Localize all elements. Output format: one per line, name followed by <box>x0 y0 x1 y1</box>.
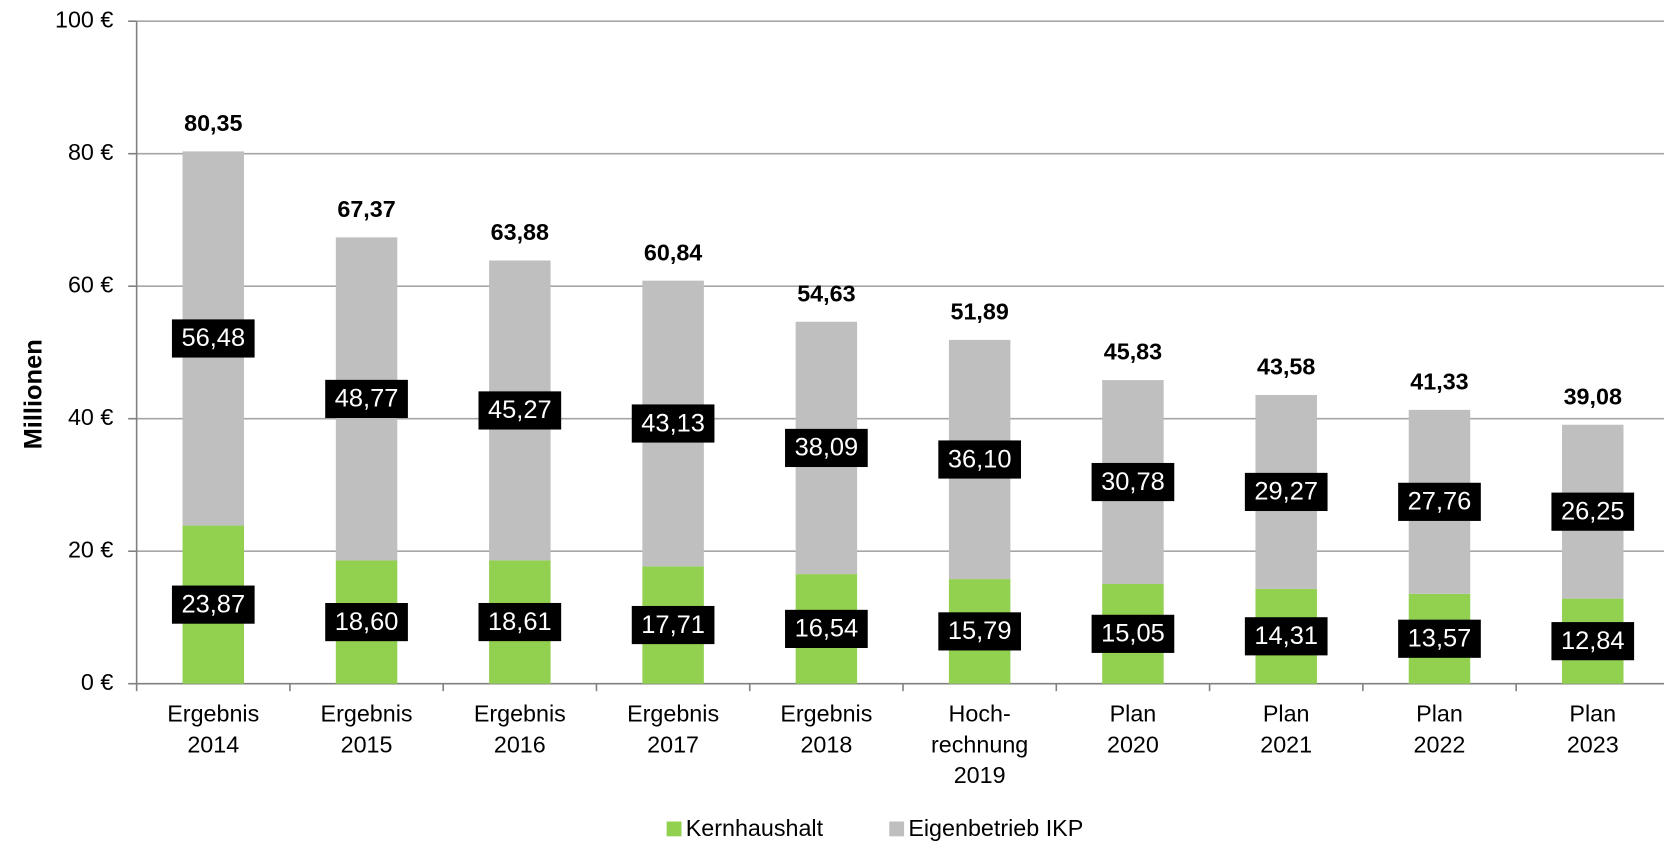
data-label: 30,78 <box>1101 468 1165 496</box>
data-label-box <box>1244 617 1328 656</box>
x-tick-label: Ergebnis <box>167 701 259 727</box>
total-label: 41,33 <box>1410 369 1468 395</box>
x-tick-label: 2018 <box>800 731 852 757</box>
x-tick-label: Ergebnis <box>321 701 413 727</box>
total-label: 54,63 <box>797 280 855 306</box>
x-tick-label: 2020 <box>1107 731 1159 757</box>
data-label: 15,05 <box>1101 620 1165 648</box>
data-label: 43,13 <box>641 409 705 437</box>
total-label: 45,83 <box>1104 339 1162 365</box>
data-label-box <box>171 319 255 358</box>
data-label: 29,27 <box>1254 478 1318 506</box>
y-tick-label: 80 € <box>68 139 113 165</box>
data-label-box <box>478 391 562 430</box>
data-label-box <box>1244 472 1328 512</box>
x-tick-label: 2019 <box>954 762 1006 788</box>
x-tick-label: Plan <box>1263 701 1310 727</box>
data-label-box <box>325 379 408 419</box>
data-label: 16,54 <box>795 615 859 643</box>
total-label: 43,58 <box>1257 354 1315 380</box>
legend-swatch <box>889 821 905 837</box>
x-tick-label: rechnung <box>931 731 1028 757</box>
data-label: 18,61 <box>488 608 552 636</box>
data-label-box <box>631 605 715 645</box>
data-label-box <box>171 585 255 624</box>
y-tick-label: 100 € <box>55 6 113 32</box>
x-tick-label: Ergebnis <box>474 701 566 727</box>
x-tick-label: Ergebnis <box>780 701 872 727</box>
total-label: 63,88 <box>491 219 549 245</box>
legend-swatch <box>666 821 682 837</box>
x-tick-label: Plan <box>1110 701 1157 727</box>
data-label-box <box>1551 492 1635 531</box>
data-label: 38,09 <box>795 434 859 462</box>
data-label: 15,79 <box>948 617 1012 645</box>
x-tick-label: 2023 <box>1567 731 1619 757</box>
x-tick-label: Hoch- <box>949 701 1011 727</box>
data-label-box <box>1398 482 1481 521</box>
data-label-box <box>938 440 1021 479</box>
x-tick-label: 2017 <box>647 731 699 757</box>
y-tick-label: 60 € <box>68 271 113 297</box>
x-tick-label: Plan <box>1416 701 1463 727</box>
y-axis-label: Millionen <box>20 339 48 449</box>
x-tick-label: Ergebnis <box>627 701 719 727</box>
x-tick-label: 2022 <box>1414 731 1466 757</box>
total-label: 39,08 <box>1564 383 1622 409</box>
legend-label: Eigenbetrieb IKP <box>908 815 1083 841</box>
data-label: 36,10 <box>948 445 1012 473</box>
data-label: 23,87 <box>181 590 245 618</box>
x-tick-label: Plan <box>1569 701 1616 727</box>
data-label-box <box>938 612 1021 651</box>
total-label: 67,37 <box>337 196 395 222</box>
x-tick-label: 2016 <box>494 731 546 757</box>
data-label-box <box>785 609 868 648</box>
data-label-box <box>1398 619 1481 658</box>
data-label: 13,57 <box>1408 625 1472 653</box>
legend-label: Kernhaushalt <box>686 815 824 841</box>
y-tick-label: 20 € <box>68 536 113 562</box>
x-tick-label: 2014 <box>187 731 239 757</box>
total-label: 51,89 <box>950 299 1008 325</box>
data-label: 14,31 <box>1254 622 1318 650</box>
data-label: 27,76 <box>1408 488 1472 516</box>
data-label-box <box>1551 622 1635 661</box>
data-label: 48,77 <box>335 385 399 413</box>
data-label: 45,27 <box>488 396 552 424</box>
data-label-box <box>631 404 715 443</box>
data-label-box <box>785 428 868 468</box>
total-label: 60,84 <box>644 239 702 265</box>
data-label-box <box>1091 462 1175 502</box>
data-label: 26,25 <box>1561 497 1625 525</box>
data-label-box <box>1091 614 1175 653</box>
data-label-box <box>325 603 408 642</box>
x-tick-label: 2015 <box>341 731 393 757</box>
x-tick-label: 2021 <box>1260 731 1312 757</box>
data-label: 18,60 <box>335 608 399 636</box>
y-tick-label: 40 € <box>68 404 113 430</box>
data-label: 56,48 <box>181 324 245 352</box>
data-label: 17,71 <box>641 611 705 639</box>
total-label: 80,35 <box>184 110 242 136</box>
data-label: 12,84 <box>1561 627 1625 655</box>
y-tick-label: 0 € <box>81 669 113 695</box>
data-label-box <box>478 602 562 642</box>
